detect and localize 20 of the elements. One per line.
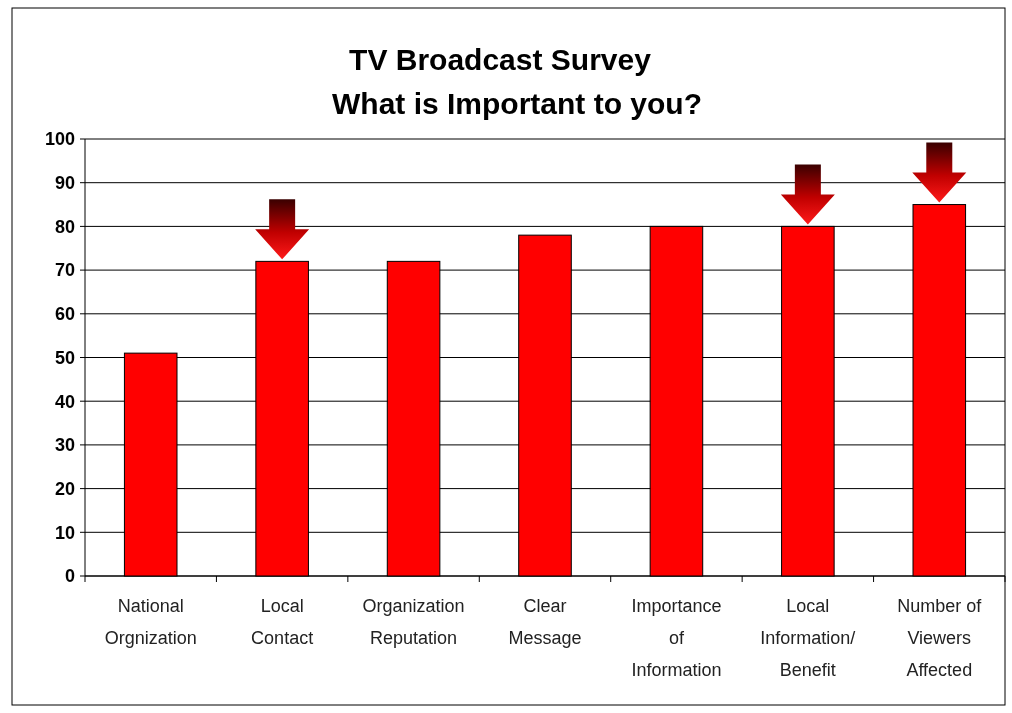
x-tick-label: Organization Reputation <box>362 596 465 648</box>
y-tick-label: 60 <box>54 304 75 325</box>
chart-title: TV Broadcast Survey <box>349 43 652 76</box>
x-tick-label: Clear Message <box>508 596 582 648</box>
y-tick-label: 50 <box>54 347 75 368</box>
x-tick-label: Number of Viewers Affected <box>897 596 983 680</box>
y-tick-label: 100 <box>44 129 75 150</box>
y-tick-label: 80 <box>54 216 75 237</box>
chart-subtitle: What is Important to you? <box>332 87 702 120</box>
x-tick-label: National Orgnization <box>104 596 197 648</box>
y-tick-label: 70 <box>54 260 75 281</box>
x-tick-label: Local Information/ Benefit <box>760 596 856 680</box>
y-tick-label: 90 <box>54 173 75 193</box>
y-tick-label: 30 <box>54 435 75 456</box>
y-tick-label: 40 <box>54 391 75 412</box>
x-tick-label: Local Contact <box>251 596 314 648</box>
y-tick-label: 0 <box>64 566 75 587</box>
x-tick-label: Importance of Information <box>631 596 722 680</box>
y-tick-label: 20 <box>54 478 75 499</box>
y-tick-label: 10 <box>54 522 75 543</box>
